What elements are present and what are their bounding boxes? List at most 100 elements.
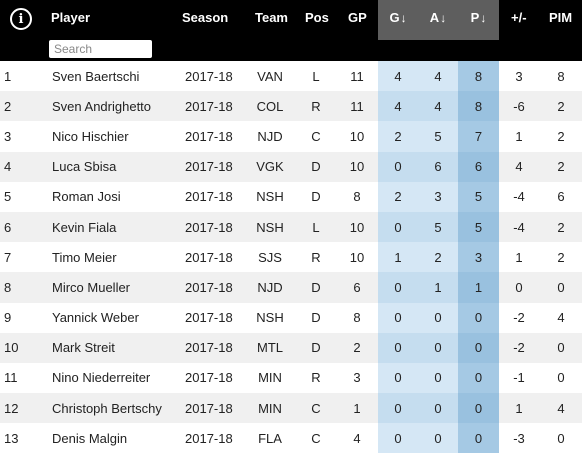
points-cell: 5	[458, 181, 499, 212]
column-header-goals[interactable]: G↓	[378, 0, 418, 40]
column-header-plus-minus[interactable]: +/-	[511, 10, 527, 25]
rank-cell: 6	[4, 219, 12, 235]
team-cell: MIN	[258, 370, 282, 386]
column-header-pim[interactable]: PIM	[549, 10, 573, 25]
position-cell: D	[311, 340, 321, 356]
rank-cell: 2	[4, 98, 12, 114]
goals-cell: 0	[378, 272, 418, 303]
points-cell: 0	[458, 393, 499, 424]
column-header-season[interactable]: Season	[182, 10, 229, 25]
assists-cell: 4	[418, 61, 458, 92]
plus-minus-cell: 1	[515, 249, 523, 265]
assists-cell: 0	[418, 423, 458, 453]
column-header-gp[interactable]: GP	[348, 10, 367, 25]
column-header-points[interactable]: P↓	[458, 0, 499, 40]
table-body: 1 Sven Baertschi 2017-18 VAN L 11 4 4 8 3 8 2 Sven A…	[0, 61, 582, 453]
column-header-team[interactable]: Team	[255, 10, 288, 25]
points-cell: 5	[458, 211, 499, 243]
season-cell: 2017-18	[185, 98, 233, 114]
team-cell: NJD	[257, 279, 283, 295]
column-header-assists[interactable]: A↓	[418, 0, 458, 40]
goals-cell: 2	[378, 121, 418, 152]
player-name-cell: Kevin Fiala	[52, 219, 117, 235]
penalty-minutes-cell: 0	[557, 370, 565, 386]
assists-cell: 1	[418, 272, 458, 303]
team-cell: FLA	[258, 430, 282, 446]
rank-cell: 12	[4, 400, 19, 416]
rank-cell: 5	[4, 189, 12, 205]
games-played-cell: 11	[350, 68, 364, 84]
table-row[interactable]: 4 Luca Sbisa 2017-18 VGK D 10 0 6 6 4 2	[0, 151, 582, 182]
player-name-cell: Yannick Weber	[52, 310, 139, 326]
column-header-pos[interactable]: Pos	[305, 10, 329, 25]
player-name-cell: Mark Streit	[52, 340, 115, 356]
table-row[interactable]: 10 Mark Streit 2017-18 MTL D 2 0 0 0 -2 0	[0, 332, 582, 363]
assists-cell: 6	[418, 151, 458, 182]
table-header: i Player Season Team Pos GP G↓ A↓ P↓ +/-…	[0, 0, 582, 68]
table-row[interactable]: 8 Mirco Mueller 2017-18 NJD D 6 0 1 1 0 0	[0, 272, 582, 303]
penalty-minutes-cell: 0	[557, 279, 565, 295]
points-cell: 1	[458, 272, 499, 303]
points-cell: 0	[458, 302, 499, 333]
games-played-cell: 10	[349, 159, 365, 175]
team-cell: MIN	[258, 400, 282, 416]
position-cell: C	[311, 128, 321, 144]
player-name-cell: Denis Malgin	[52, 430, 128, 446]
team-cell: SJS	[258, 249, 282, 265]
plus-minus-cell: -1	[513, 370, 525, 386]
games-played-cell: 3	[353, 370, 361, 386]
season-cell: 2017-18	[185, 249, 233, 265]
position-cell: R	[311, 98, 321, 114]
table-row[interactable]: 9 Yannick Weber 2017-18 NSH D 8 0 0 0 -2 4	[0, 302, 582, 333]
player-name-cell: Nino Niederreiter	[52, 370, 151, 386]
goals-cell: 0	[378, 362, 418, 394]
column-header-player[interactable]: Player	[51, 10, 91, 25]
position-cell: R	[311, 249, 321, 265]
assists-cell: 0	[418, 362, 458, 394]
rank-cell: 7	[4, 249, 12, 265]
season-cell: 2017-18	[185, 279, 233, 295]
rank-cell: 13	[4, 430, 19, 446]
position-cell: C	[311, 430, 321, 446]
info-icon[interactable]: i	[10, 8, 32, 30]
position-cell: L	[312, 219, 320, 235]
player-name-cell: Christoph Bertschy	[52, 400, 162, 416]
games-played-cell: 4	[353, 430, 361, 446]
column-header-goals-label: G	[389, 10, 400, 25]
rank-cell: 10	[4, 340, 19, 356]
season-cell: 2017-18	[185, 340, 233, 356]
player-name-cell: Roman Josi	[52, 189, 121, 205]
assists-cell: 0	[418, 393, 458, 424]
season-cell: 2017-18	[185, 68, 233, 84]
season-cell: 2017-18	[185, 310, 233, 326]
goals-cell: 0	[378, 151, 418, 182]
player-name-cell: Sven Andrighetto	[52, 98, 152, 114]
season-cell: 2017-18	[185, 159, 233, 175]
player-name-cell: Nico Hischier	[52, 128, 129, 144]
table-row[interactable]: 7 Timo Meier 2017-18 SJS R 10 1 2 3 1 2	[0, 242, 582, 273]
assists-cell: 5	[418, 121, 458, 152]
points-cell: 0	[458, 332, 499, 363]
position-cell: R	[311, 370, 321, 386]
assists-cell: 2	[418, 242, 458, 273]
table-row[interactable]: 13 Denis Malgin 2017-18 FLA C 4 0 0 0 -3 0	[0, 423, 582, 453]
table-row[interactable]: 11 Nino Niederreiter 2017-18 MIN R 3 0 0 0 -1 0	[0, 362, 582, 394]
team-cell: NJD	[257, 128, 283, 144]
position-cell: D	[311, 159, 321, 175]
table-row[interactable]: 5 Roman Josi 2017-18 NSH D 8 2 3 5 -4 6	[0, 181, 582, 212]
penalty-minutes-cell: 6	[557, 189, 565, 205]
player-name-cell: Timo Meier	[52, 249, 117, 265]
table-row[interactable]: 12 Christoph Bertschy 2017-18 MIN C 1 0 0 0 1 4	[0, 393, 582, 424]
sort-down-arrow-icon: ↓	[400, 11, 407, 25]
team-cell: NSH	[256, 310, 284, 326]
table-row[interactable]: 2 Sven Andrighetto 2017-18 COL R 11 4 4 8 -6 2	[0, 91, 582, 122]
table-row[interactable]: 3 Nico Hischier 2017-18 NJD C 10 2 5 7 1 2	[0, 121, 582, 152]
assists-cell: 0	[418, 302, 458, 333]
season-cell: 2017-18	[185, 189, 233, 205]
games-played-cell: 10	[349, 249, 365, 265]
season-cell: 2017-18	[185, 400, 233, 416]
search-input[interactable]	[49, 40, 152, 58]
table-row[interactable]: 1 Sven Baertschi 2017-18 VAN L 11 4 4 8 3 8	[0, 61, 582, 92]
table-row[interactable]: 6 Kevin Fiala 2017-18 NSH L 10 0 5 5 -4 2	[0, 211, 582, 243]
sort-down-arrow-icon: ↓	[440, 11, 447, 25]
